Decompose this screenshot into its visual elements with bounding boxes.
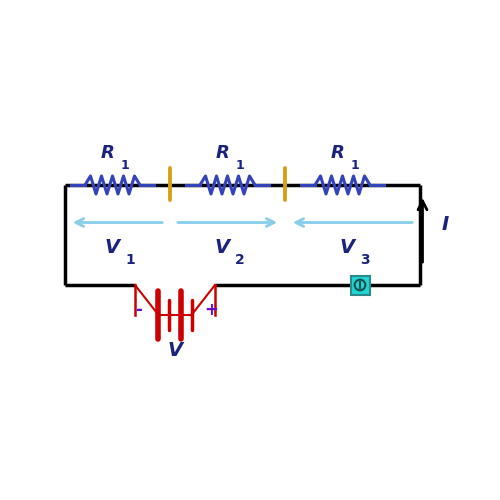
Text: V: V [340,238,355,257]
Text: I: I [442,216,448,234]
Text: R: R [216,144,230,162]
Text: V: V [105,238,120,257]
Text: 1: 1 [125,253,135,267]
Text: -: - [135,301,142,319]
Text: R: R [330,144,344,162]
Text: 1: 1 [120,158,130,172]
Bar [350,276,370,294]
Text: 1: 1 [236,158,244,172]
Text: R: R [100,144,114,162]
Text: 3: 3 [360,253,370,267]
Text: V: V [168,340,182,359]
Text: +: + [204,301,218,319]
Text: 2: 2 [235,253,245,267]
Text: 1: 1 [350,158,360,172]
Text: V: V [215,238,230,257]
